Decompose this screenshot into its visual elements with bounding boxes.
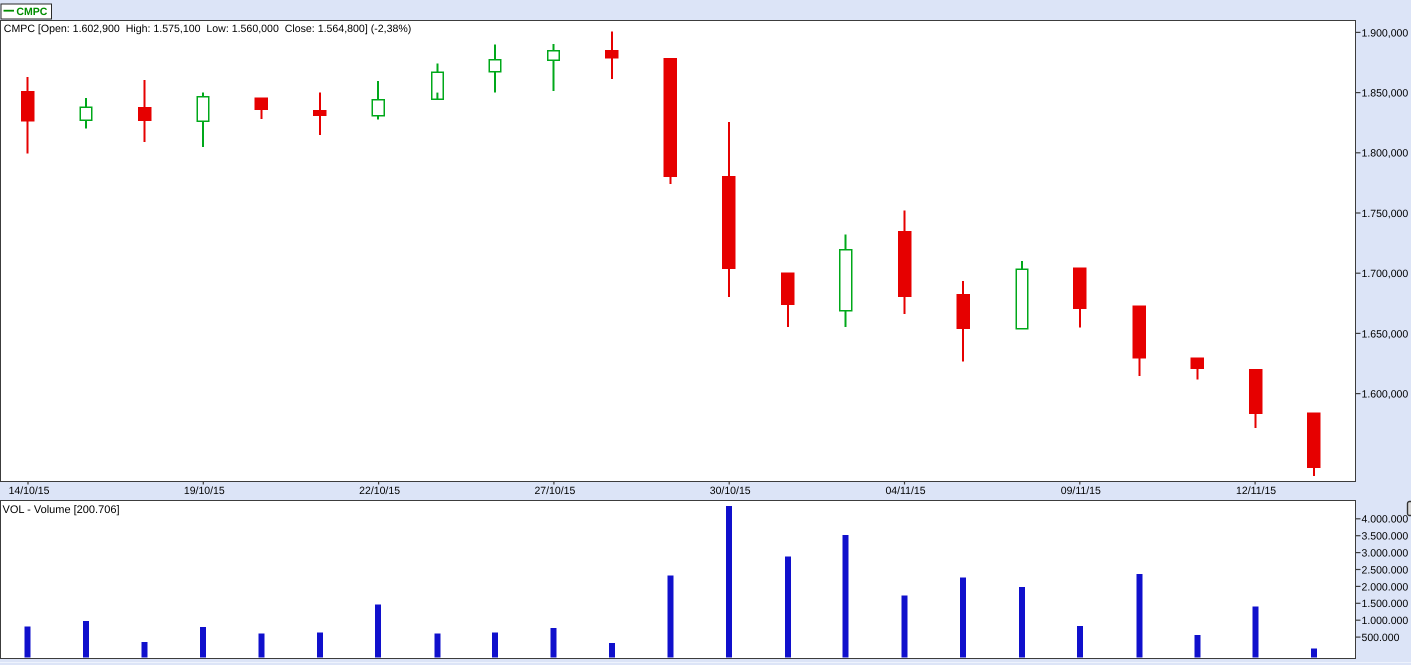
svg-text:2.000.000: 2.000.000 [1362, 581, 1409, 593]
svg-text:3.000.000: 3.000.000 [1362, 548, 1409, 560]
svg-text:500.000: 500.000 [1362, 632, 1400, 644]
svg-text:04/11/15: 04/11/15 [885, 485, 925, 497]
svg-text:1.900,000: 1.900,000 [1362, 27, 1409, 39]
svg-text:CMPC [Open: 1.602,900 High: 1: CMPC [Open: 1.602,900 High: 1.575,100 Lo… [4, 23, 412, 35]
svg-text:1.500.000: 1.500.000 [1362, 598, 1409, 610]
svg-text:CMPC: CMPC [16, 6, 47, 18]
svg-text:VOL - Volume [200.706]: VOL - Volume [200.706] [3, 504, 120, 516]
svg-text:19/10/15: 19/10/15 [184, 485, 225, 497]
svg-text:22/10/15: 22/10/15 [359, 485, 400, 497]
svg-text:09/11/15: 09/11/15 [1061, 485, 1101, 497]
svg-text:1.850,000: 1.850,000 [1362, 88, 1409, 100]
svg-text:1.600,000: 1.600,000 [1362, 389, 1409, 401]
svg-text:27/10/15: 27/10/15 [534, 485, 575, 497]
svg-text:1.700,000: 1.700,000 [1362, 268, 1409, 280]
svg-text:1.000.000: 1.000.000 [1362, 615, 1409, 627]
svg-text:4.000.000: 4.000.000 [1362, 514, 1409, 526]
svg-text:3.500.000: 3.500.000 [1362, 531, 1409, 543]
svg-text:1.800,000: 1.800,000 [1362, 148, 1409, 160]
svg-text:30/10/15: 30/10/15 [710, 485, 751, 497]
svg-text:12/11/15: 12/11/15 [1236, 485, 1276, 497]
svg-text:2.500.000: 2.500.000 [1362, 564, 1409, 576]
svg-text:1.750,000: 1.750,000 [1362, 208, 1409, 220]
svg-text:14/10/15: 14/10/15 [9, 485, 50, 497]
svg-text:1.650,000: 1.650,000 [1362, 328, 1409, 340]
